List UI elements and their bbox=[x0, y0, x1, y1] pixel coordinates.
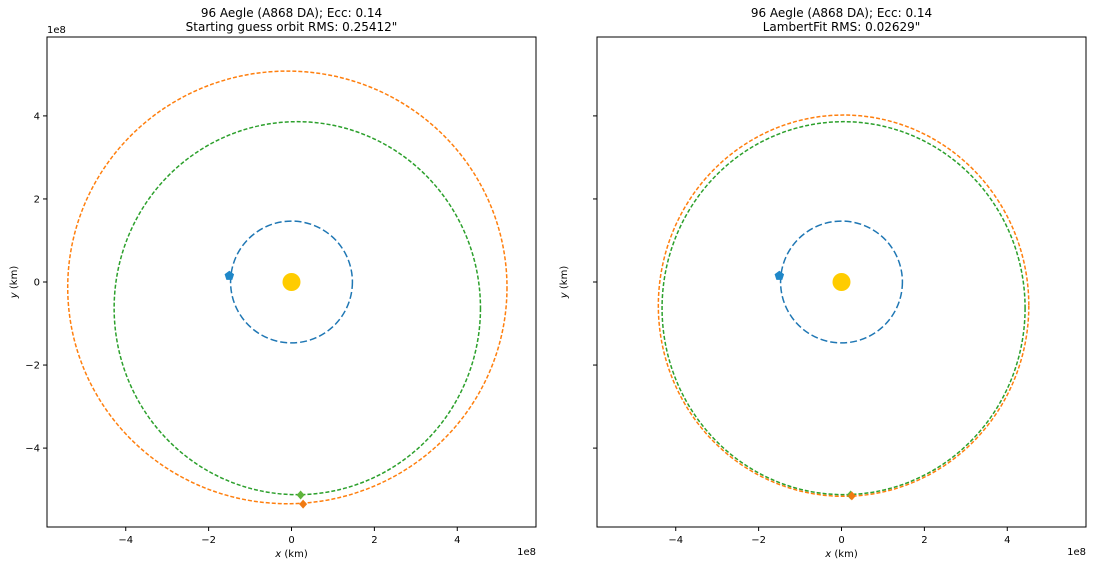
x-tick-label-2: −2 bbox=[201, 535, 216, 546]
chart-title-line-2: LambertFit RMS: 0.02629" bbox=[763, 20, 921, 34]
x-tick-label-4: 2 bbox=[371, 535, 377, 546]
position-marker-3 bbox=[299, 499, 308, 509]
position-marker-1 bbox=[224, 270, 235, 280]
x-tick-label-2: −2 bbox=[751, 535, 766, 546]
x-offset-label: 1e8 bbox=[517, 547, 536, 558]
y-axis-label: y (km) bbox=[9, 266, 20, 300]
position-marker-3 bbox=[847, 491, 856, 501]
position-marker-1 bbox=[774, 270, 785, 280]
y-axis-label: y (km) bbox=[559, 266, 570, 300]
chart-title-line-1: 96 Aegle (A868 DA); Ecc: 0.14 bbox=[201, 6, 382, 20]
x-tick-label-1: −4 bbox=[118, 535, 133, 546]
orbit-2 bbox=[66, 70, 508, 505]
plot-area bbox=[657, 114, 1030, 501]
y-tick-label-5: 4 bbox=[34, 111, 40, 122]
x-tick-label-3: 0 bbox=[838, 535, 844, 546]
orbit-3 bbox=[661, 120, 1026, 496]
panel-2: 96 Aegle (A868 DA); Ecc: 0.14LambertFit … bbox=[559, 6, 1087, 560]
x-tick-label-5: 4 bbox=[1004, 535, 1010, 546]
x-tick-label-4: 2 bbox=[921, 535, 927, 546]
y-tick-label-4: 2 bbox=[34, 194, 40, 205]
chart-title-line-2: Starting guess orbit RMS: 0.25412" bbox=[186, 20, 398, 34]
sun-marker bbox=[832, 273, 851, 291]
orbit-2 bbox=[657, 114, 1030, 498]
position-marker-2 bbox=[296, 490, 305, 500]
x-offset-label: 1e8 bbox=[1067, 547, 1086, 558]
orbit-3 bbox=[113, 120, 482, 496]
plot-area bbox=[66, 70, 508, 509]
x-tick-label-5: 4 bbox=[454, 535, 460, 546]
orbit-1 bbox=[229, 220, 354, 344]
y-tick-label-1: −4 bbox=[25, 444, 40, 455]
orbit-1 bbox=[779, 220, 904, 344]
chart-title-line-1: 96 Aegle (A868 DA); Ecc: 0.14 bbox=[751, 6, 932, 20]
y-offset-label: 1e8 bbox=[47, 25, 66, 36]
y-tick-label-3: 0 bbox=[34, 278, 40, 289]
y-tick-label-2: −2 bbox=[25, 361, 40, 372]
x-tick-label-1: −4 bbox=[668, 535, 683, 546]
x-axis-label: x (km) bbox=[824, 549, 858, 560]
sun-marker bbox=[282, 273, 301, 291]
x-tick-label-3: 0 bbox=[288, 535, 294, 546]
x-axis-label: x (km) bbox=[274, 549, 308, 560]
